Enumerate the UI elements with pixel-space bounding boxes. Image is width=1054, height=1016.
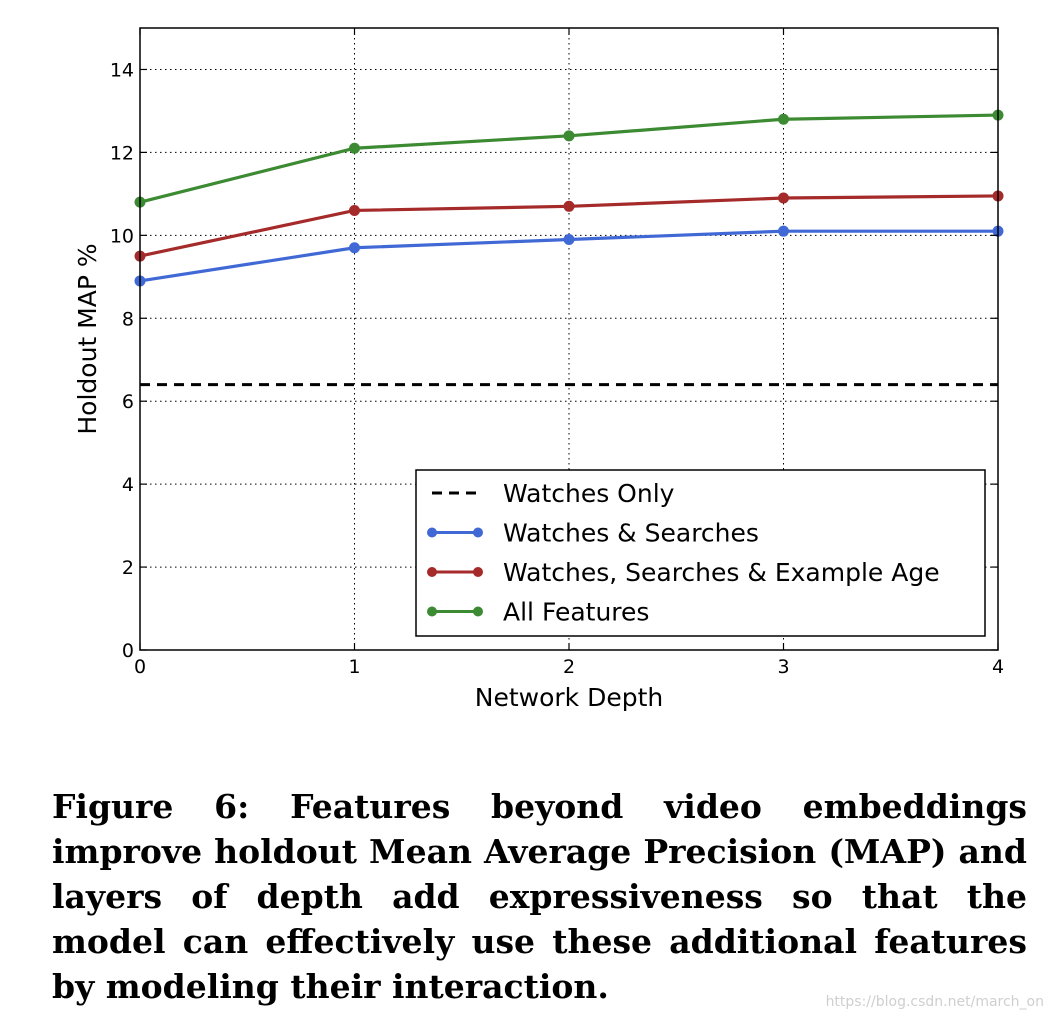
y-tick-label: 8: [122, 308, 134, 330]
data-point-3: [349, 142, 360, 154]
x-axis-label: Network Depth: [475, 683, 663, 712]
x-tick-label: 3: [777, 656, 789, 678]
y-axis-label: Holdout MAP %: [73, 243, 102, 434]
legend-marker: [427, 567, 437, 577]
legend-marker: [427, 527, 437, 538]
data-point-2: [563, 200, 575, 212]
legend-marker: [473, 606, 483, 617]
y-tick-label: 12: [110, 142, 134, 164]
watermark: https://blog.csdn.net/march_on: [825, 994, 1044, 1010]
legend-marker: [473, 567, 483, 577]
legend: Watches Only Watches & Searches Watches, S…: [415, 469, 986, 637]
y-tick-label: 10: [110, 225, 134, 247]
y-tick-label: 14: [110, 59, 134, 81]
y-tick-label: 6: [122, 391, 134, 413]
data-point-3: [563, 130, 575, 142]
x-tick-label: 1: [348, 656, 360, 678]
y-tick-label: 2: [122, 557, 134, 579]
legend-label-1: Watches & Searches: [503, 519, 759, 548]
data-point-2: [349, 204, 360, 216]
data-point-2: [778, 192, 789, 204]
data-point-1: [778, 225, 789, 237]
data-point-1: [563, 233, 575, 245]
legend-box: [415, 469, 986, 637]
legend-label-3: All Features: [503, 598, 649, 627]
figure-caption: Figure 6: Features beyond video embeddin…: [52, 787, 1027, 1006]
x-tick-label: 4: [992, 656, 1004, 678]
legend-marker: [473, 527, 483, 538]
x-tick-label: 0: [134, 656, 146, 678]
legend-label-2: Watches, Searches & Example Age: [503, 558, 940, 587]
x-tick-label: 2: [563, 656, 575, 678]
series-lines: [134, 109, 1004, 387]
legend-marker: [427, 606, 437, 617]
y-tick-label: 0: [122, 640, 134, 662]
legend-label-0: Watches Only: [503, 479, 675, 508]
y-tick-label: 4: [122, 474, 134, 496]
data-point-3: [778, 113, 789, 125]
data-point-1: [349, 242, 360, 254]
